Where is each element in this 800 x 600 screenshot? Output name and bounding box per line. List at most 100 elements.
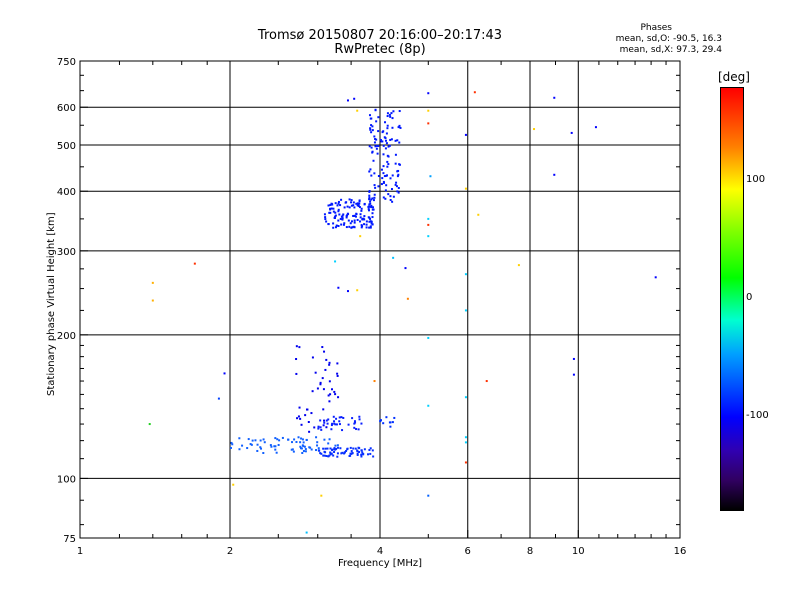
echo-point (151, 281, 154, 284)
echo-point (330, 207, 333, 210)
echo-point (329, 203, 332, 206)
echo-point (373, 135, 376, 138)
echo-point (377, 144, 380, 147)
echo-point (353, 420, 356, 423)
echo-point (361, 225, 364, 228)
echo-point (464, 461, 467, 464)
echo-point (356, 109, 359, 112)
echo-point (259, 439, 262, 442)
echo-point (386, 115, 389, 118)
echo-point (346, 290, 349, 293)
echo-point (148, 423, 151, 426)
echo-point (396, 139, 399, 142)
echo-point (373, 196, 376, 199)
echo-point (254, 439, 257, 442)
echo-point (354, 447, 357, 450)
x-tick-label: 10 (572, 546, 585, 557)
echo-point (391, 117, 394, 120)
echo-point (382, 144, 385, 147)
echo-point (334, 423, 337, 426)
echo-point (345, 215, 348, 218)
echo-point (370, 131, 373, 134)
echo-point (321, 377, 324, 380)
echo-point (335, 417, 338, 420)
echo-point (371, 223, 374, 226)
echo-point (391, 200, 394, 203)
echo-point (300, 437, 303, 440)
echo-point (348, 206, 351, 209)
echo-point (385, 132, 388, 135)
echo-point (375, 120, 378, 123)
y-tick-label: 100 (57, 474, 76, 485)
x-tick-label: 2 (227, 546, 233, 557)
echo-point (334, 260, 337, 263)
echo-point (572, 357, 575, 360)
echo-point (319, 419, 322, 422)
echo-point (347, 219, 350, 222)
echo-point (360, 207, 363, 210)
echo-point (390, 138, 393, 141)
echo-point (373, 193, 376, 196)
echo-point (343, 452, 346, 455)
echo-point (394, 183, 397, 186)
echo-point (340, 223, 343, 226)
echo-point (341, 217, 344, 220)
echo-point (394, 162, 397, 165)
echo-point (348, 198, 351, 201)
echo-point (427, 336, 430, 339)
echo-point (357, 205, 360, 208)
echo-point (297, 436, 300, 439)
echo-point (391, 421, 394, 424)
echo-point (275, 451, 278, 454)
echo-point (308, 430, 311, 433)
echo-point (321, 346, 324, 349)
colorbar-tick-label: 0 (746, 292, 753, 303)
echo-point (330, 428, 333, 431)
echo-point (387, 145, 390, 148)
stats-header: Phases (640, 23, 672, 33)
echo-point (329, 208, 332, 211)
echo-point (350, 220, 353, 223)
echo-point (336, 452, 339, 455)
echo-point (325, 455, 328, 458)
echo-point (368, 226, 371, 229)
echo-point (315, 436, 318, 439)
echo-point (249, 443, 252, 446)
echo-point (377, 130, 380, 133)
echo-point (343, 206, 346, 209)
echo-point (340, 452, 343, 455)
echo-point (343, 451, 346, 454)
echo-point (396, 170, 399, 173)
echo-point (310, 412, 313, 415)
echo-point (332, 454, 335, 457)
echo-point (388, 144, 391, 147)
echo-point (276, 438, 279, 441)
echo-point (298, 406, 301, 409)
echo-point (331, 422, 334, 425)
echo-point (485, 380, 488, 383)
echo-point (371, 216, 374, 219)
echo-point (250, 443, 253, 446)
echo-point (333, 448, 336, 451)
echo-point (345, 201, 348, 204)
echo-point (334, 202, 337, 205)
echo-point (328, 211, 331, 214)
echo-point (355, 213, 358, 216)
echo-point (308, 446, 311, 449)
echo-point (299, 445, 302, 448)
echo-point (295, 345, 298, 348)
echo-point (370, 174, 373, 177)
x-tick-label: 4 (377, 546, 383, 557)
x-tick-label: 16 (674, 546, 687, 557)
echo-point (353, 206, 356, 209)
echo-point (384, 139, 387, 142)
echo-point (339, 217, 342, 220)
echo-point (365, 220, 368, 223)
echo-point (325, 220, 328, 223)
echo-point (319, 452, 322, 455)
echo-point (359, 220, 362, 223)
echo-point (349, 222, 352, 225)
echo-point (377, 175, 380, 178)
echo-point (311, 356, 314, 359)
echo-point (369, 447, 372, 450)
